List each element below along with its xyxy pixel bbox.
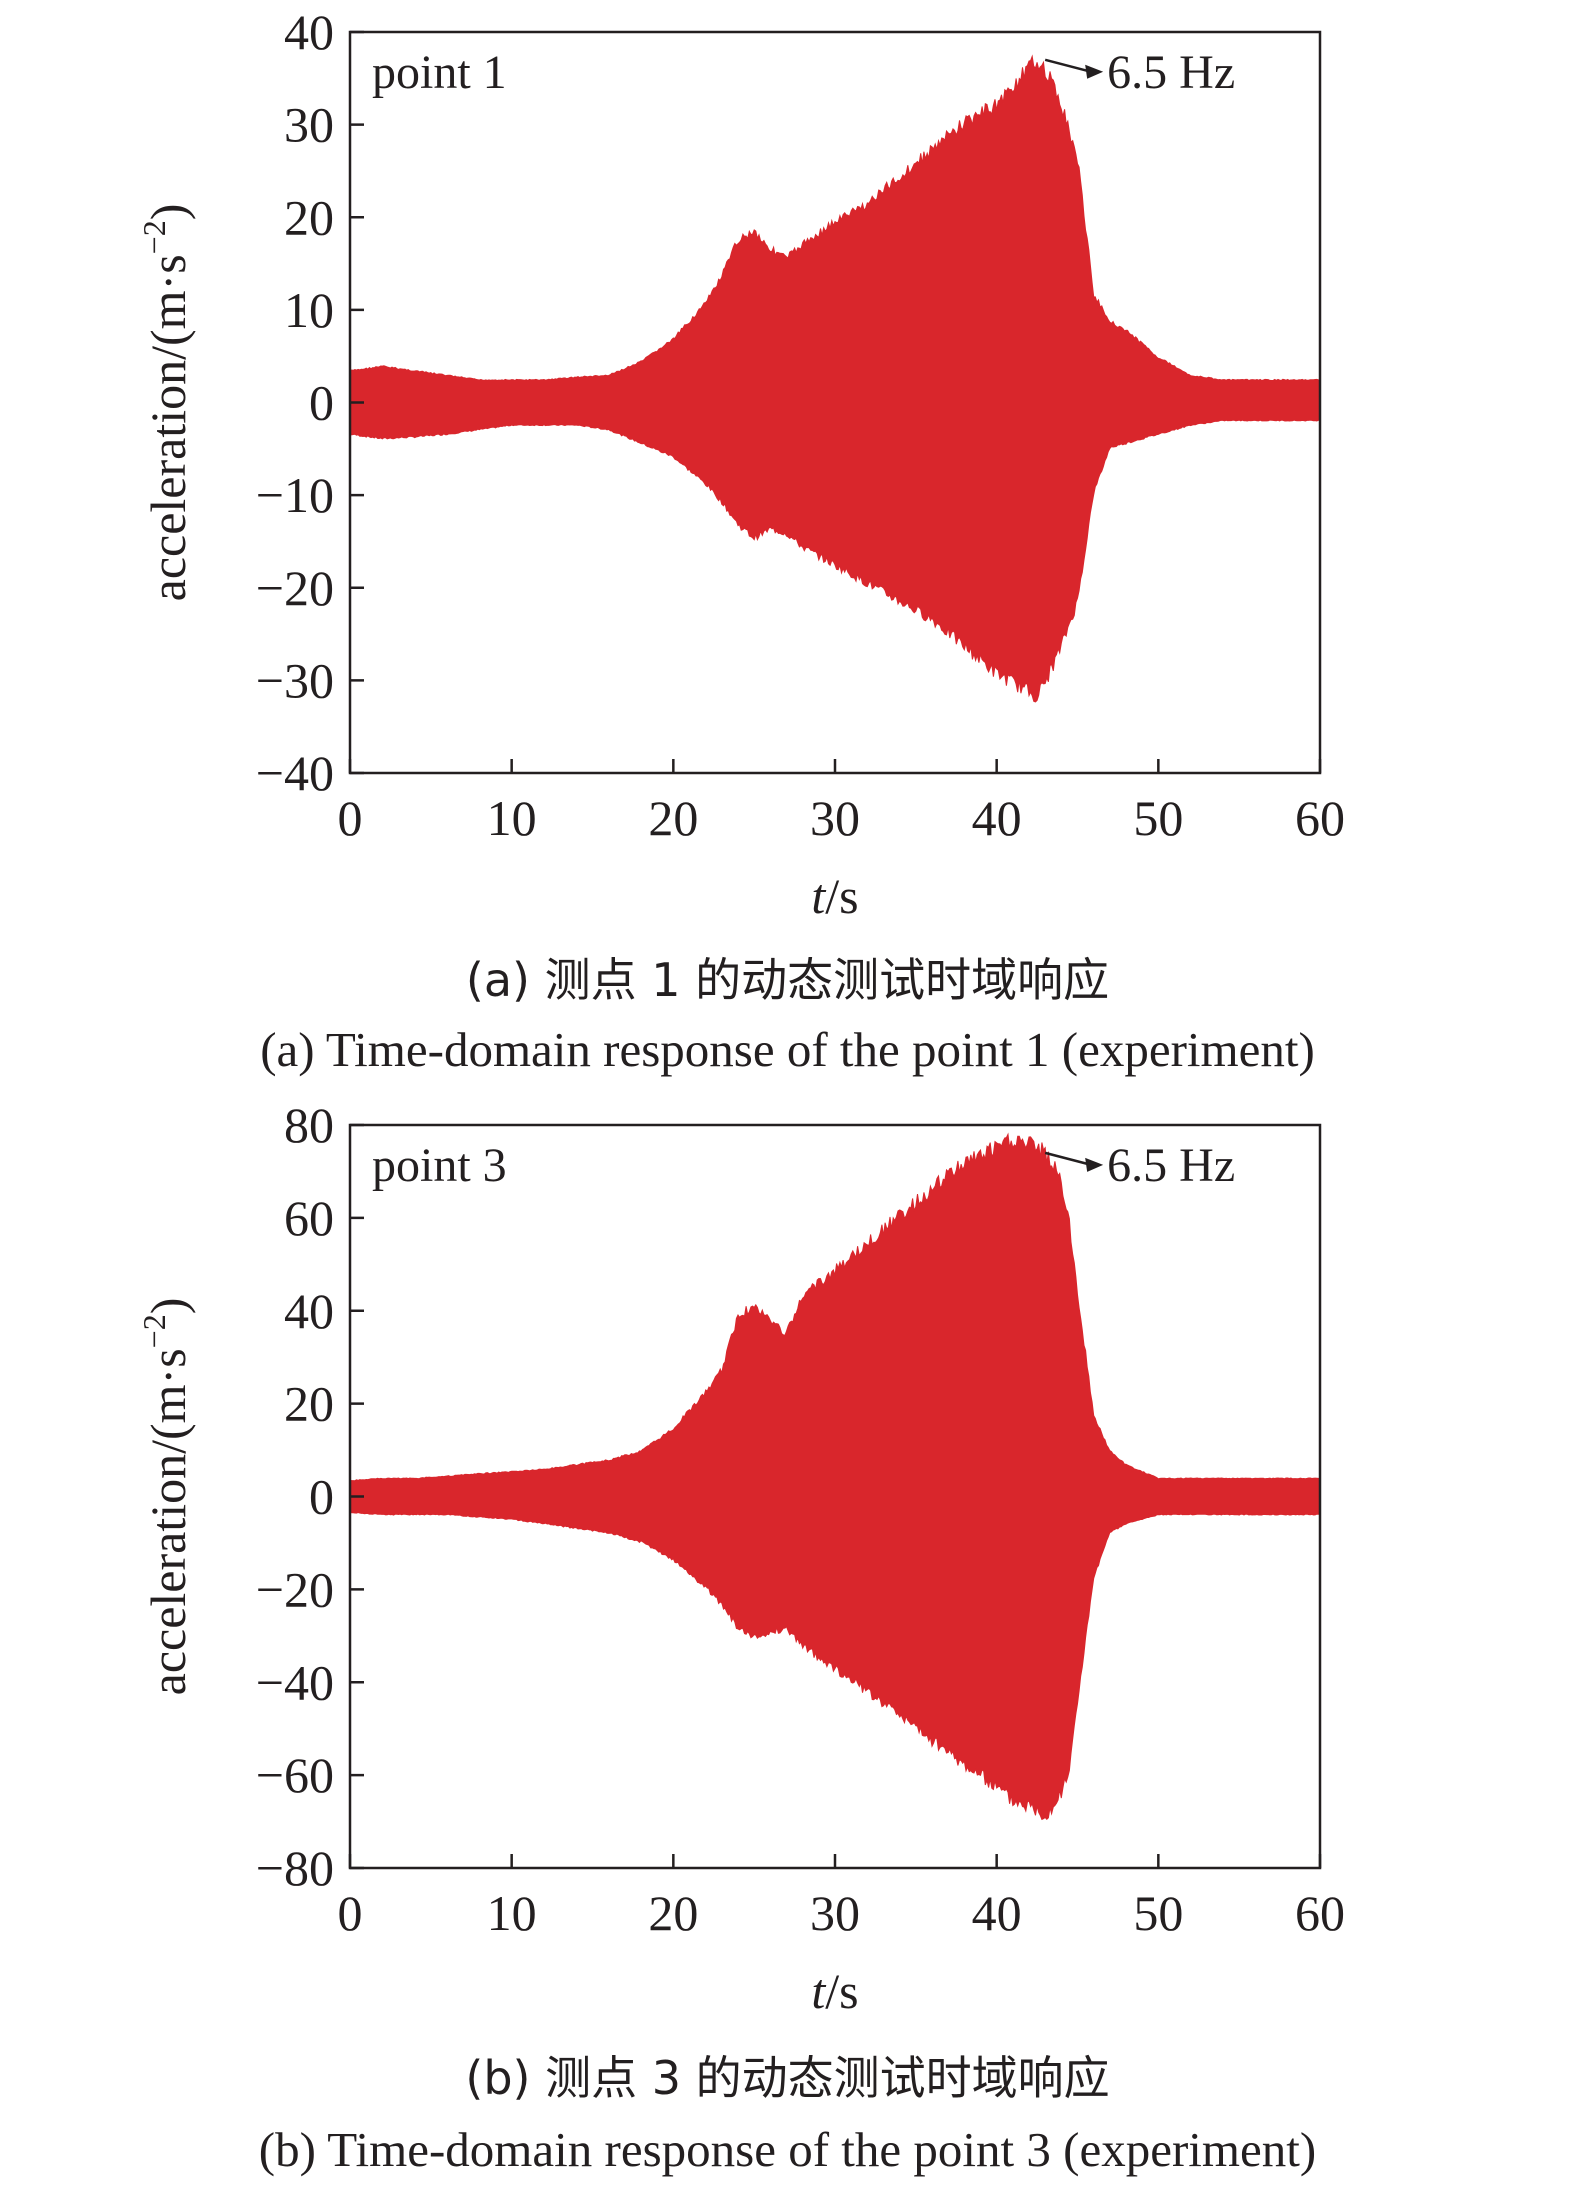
x-axis-title-a: t/s bbox=[811, 868, 858, 924]
y-tick-label-b-3: 20 bbox=[284, 1376, 334, 1432]
caption-b-english: (b) Time-domain response of the point 3 … bbox=[258, 2122, 1317, 2177]
x-tick-label-a-1: 10 bbox=[487, 790, 537, 846]
x-tick-label-a-3: 30 bbox=[810, 790, 860, 846]
annotation-label-b: 6.5 Hz bbox=[1107, 1139, 1235, 1192]
x-tick-label-b-2: 20 bbox=[648, 1885, 698, 1941]
chart-panel-a: 0 10 20 30 40 50 60 40 30 20 10 0 −10 −20 −30 −40 t/s acc… bbox=[136, 4, 1345, 924]
x-tick-label-a-5: 50 bbox=[1133, 790, 1183, 846]
annotation-arrowhead-a bbox=[1085, 64, 1104, 79]
y-axis-title-b: acceleration/(m·s−2) bbox=[136, 1298, 196, 1696]
y-tick-label-b-8: −80 bbox=[256, 1840, 334, 1896]
y-tick-label-a-6: −20 bbox=[256, 560, 334, 616]
caption-a-english: (a) Time-domain response of the point 1 … bbox=[260, 1022, 1315, 1077]
y-tick-label-a-3: 10 bbox=[284, 282, 334, 338]
y-tick-label-a-4: 0 bbox=[309, 375, 334, 431]
x-tick-label-b-6: 60 bbox=[1295, 1885, 1345, 1941]
chart-panel-b: 0 10 20 30 40 50 60 80 60 40 20 0 −20 −40 −60 −80 t/s acc… bbox=[136, 1097, 1345, 2019]
y-tick-label-a-5: −10 bbox=[256, 467, 334, 523]
signal-envelope-b bbox=[349, 1132, 1321, 1821]
annotation-arrow-b bbox=[1044, 1151, 1092, 1167]
x-tick-label-a-2: 20 bbox=[648, 790, 698, 846]
y-tick-label-a-0: 40 bbox=[284, 4, 334, 60]
x-tick-label-b-0: 0 bbox=[338, 1885, 363, 1941]
y-tick-label-b-0: 80 bbox=[284, 1097, 334, 1153]
y-tick-label-a-8: −40 bbox=[256, 745, 334, 801]
annotation-arrow-a bbox=[1044, 58, 1092, 73]
y-tick-label-b-5: −20 bbox=[256, 1561, 334, 1617]
y-tick-label-b-1: 60 bbox=[284, 1190, 334, 1246]
x-tick-label-a-4: 40 bbox=[972, 790, 1022, 846]
y-tick-label-a-2: 20 bbox=[284, 189, 334, 245]
x-tick-label-b-3: 30 bbox=[810, 1885, 860, 1941]
caption-b-chinese: (b) 测点 3 的动态测试时域响应 bbox=[465, 2051, 1110, 2105]
x-tick-label-a-6: 60 bbox=[1295, 790, 1345, 846]
y-tick-label-a-7: −30 bbox=[256, 652, 334, 708]
x-tick-label-b-4: 40 bbox=[972, 1885, 1022, 1941]
y-tick-label-b-7: −60 bbox=[256, 1747, 334, 1803]
x-axis-title-b: t/s bbox=[811, 1963, 858, 2019]
y-tick-label-b-4: 0 bbox=[309, 1469, 334, 1525]
x-tick-label-a-0: 0 bbox=[338, 790, 363, 846]
y-tick-label-b-6: −40 bbox=[256, 1654, 334, 1710]
y-tick-label-a-1: 30 bbox=[284, 97, 334, 153]
x-tick-label-b-5: 50 bbox=[1133, 1885, 1183, 1941]
panel-label-a: point 1 bbox=[372, 46, 507, 99]
signal-envelope-a bbox=[349, 54, 1321, 703]
y-axis-title-a: acceleration/(m·s−2) bbox=[136, 204, 196, 602]
panel-label-b: point 3 bbox=[372, 1139, 507, 1192]
annotation-label-a: 6.5 Hz bbox=[1107, 46, 1235, 99]
annotation-arrowhead-b bbox=[1085, 1157, 1104, 1172]
x-tick-label-b-1: 10 bbox=[487, 1885, 537, 1941]
caption-a-chinese: (a) 测点 1 的动态测试时域响应 bbox=[465, 953, 1110, 1007]
y-tick-label-b-2: 40 bbox=[284, 1283, 334, 1339]
